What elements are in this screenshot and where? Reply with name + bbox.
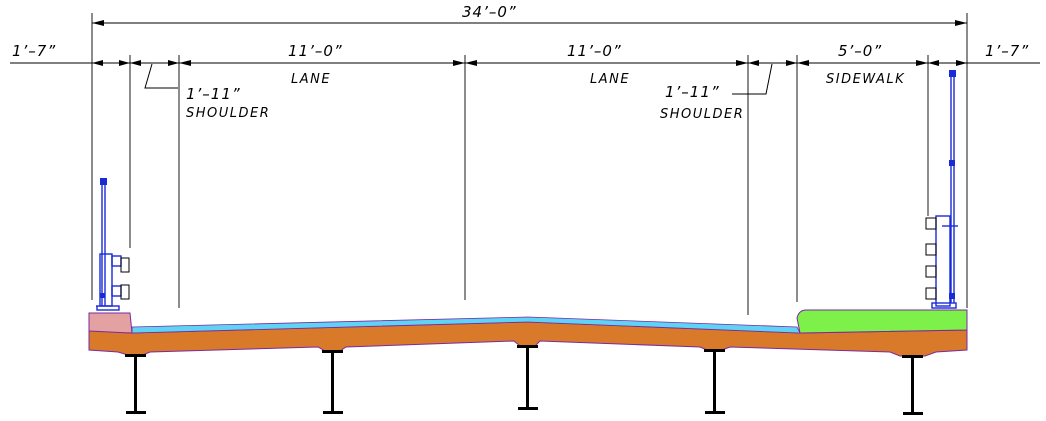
sidewalk-slab <box>796 309 968 334</box>
left-lane-label: LANE <box>291 72 331 87</box>
overall-dimension-text: 34’–0” <box>462 3 517 21</box>
left-barrier-curb <box>88 312 133 334</box>
sidewalk-dimension-text: 5’–0” <box>838 42 882 60</box>
left-overhang-text: 1’–7” <box>12 42 56 60</box>
girder-3 <box>517 345 538 410</box>
overall-dimension: 34’–0” <box>91 3 968 308</box>
girder-1 <box>125 354 146 414</box>
girder-4 <box>704 349 725 414</box>
left-lane-dimension-text: 11’–0” <box>288 42 343 60</box>
left-shoulder-dimension-text: 1’–11” <box>186 85 241 103</box>
left-shoulder-label: SHOULDER <box>186 106 270 121</box>
sidewalk-label: SIDEWALK <box>826 72 905 87</box>
right-railing <box>925 70 958 309</box>
detail-dimension-string: 1’–7” 1’–11” SHOULDER 11’–0” LANE 11’–0”… <box>10 42 1040 315</box>
girder-2 <box>322 350 343 414</box>
right-overhang-text: 1’–7” <box>985 42 1029 60</box>
deck-slab <box>88 309 968 357</box>
concrete-deck <box>88 321 968 357</box>
right-lane-dimension-text: 11’–0” <box>567 42 622 60</box>
girder-5 <box>902 355 923 415</box>
right-lane-label: LANE <box>590 72 630 87</box>
left-railing <box>96 178 130 311</box>
right-shoulder-label: SHOULDER <box>660 107 744 122</box>
girders <box>125 345 923 415</box>
right-shoulder-dimension-text: 1’–11” <box>665 83 720 101</box>
